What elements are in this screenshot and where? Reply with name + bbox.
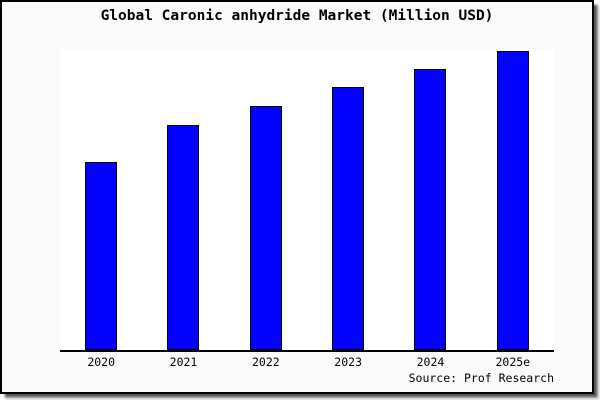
plot-area (60, 49, 554, 352)
bar-2020 (85, 162, 118, 350)
bar-2022 (249, 106, 282, 350)
x-tick-label-2022: 2022 (251, 355, 280, 369)
plot-wrap: 2020 2021 2022 2023 2024 2025e (60, 49, 554, 369)
source-note: Source: Prof Research (408, 371, 554, 385)
x-axis-labels: 2020 2021 2022 2023 2024 2025e (60, 355, 554, 369)
bar-slot (60, 49, 142, 350)
bar-2023 (332, 87, 365, 350)
bar-slot (307, 49, 389, 350)
bar-slot (472, 49, 554, 350)
x-tick-label-2024: 2024 (416, 355, 445, 369)
bar-2021 (167, 125, 200, 350)
bar-2025e (496, 51, 529, 350)
x-tick-label-2025e: 2025e (495, 355, 531, 369)
x-tick-label-2020: 2020 (87, 355, 116, 369)
bar-slot (142, 49, 224, 350)
bar-slot (389, 49, 471, 350)
chart-frame: Global Caronic anhydride Market (Million… (0, 0, 594, 394)
chart-title: Global Caronic anhydride Market (Million… (100, 8, 494, 24)
x-tick-label-2023: 2023 (334, 355, 362, 369)
bar-slot (225, 49, 307, 350)
bar-2024 (414, 69, 447, 350)
x-tick-label-2021: 2021 (169, 355, 198, 369)
